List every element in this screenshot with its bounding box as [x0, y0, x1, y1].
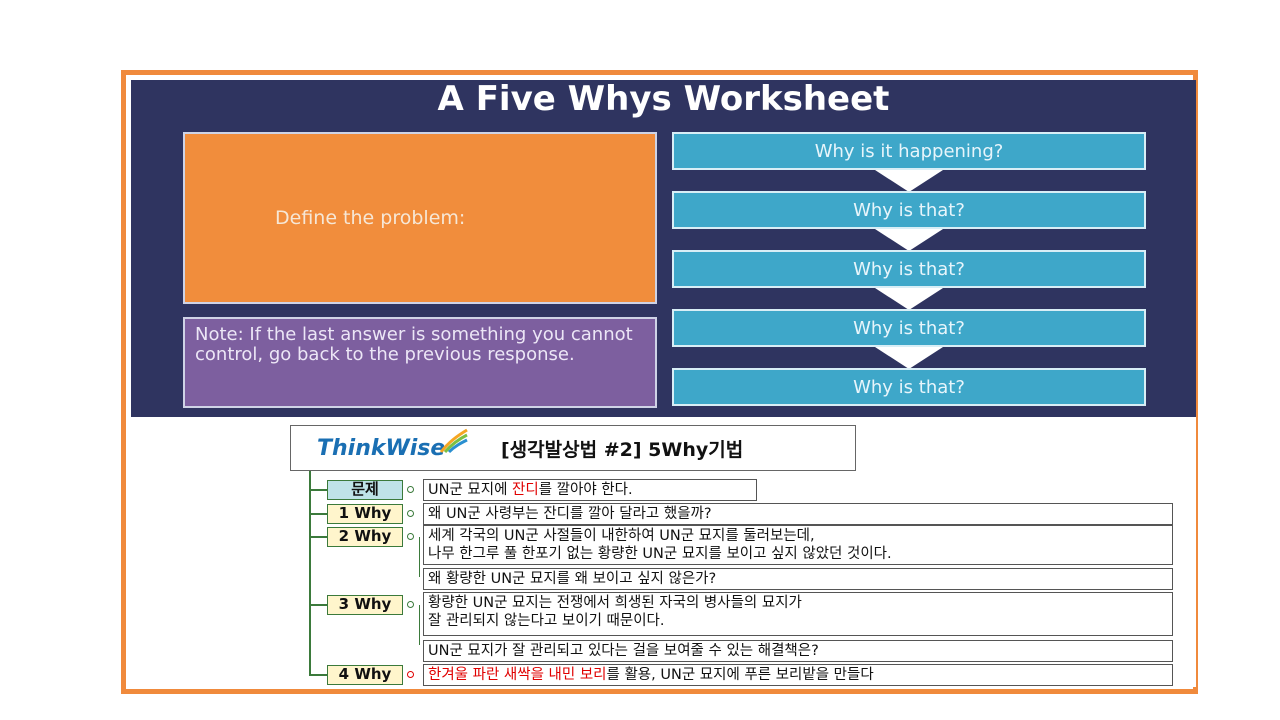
define-problem-box: Define the problem:: [183, 132, 657, 304]
down-arrow-icon: [875, 229, 943, 251]
why4-text-highlight: 한겨울 파란 새싹을 내민 보리: [428, 667, 607, 683]
why4-text: 를 활용, UN군 묘지에 푸른 보리밭을 만들다: [606, 667, 874, 683]
connector-dot: [407, 510, 414, 517]
why2-answer-node: 세계 각국의 UN군 사절들이 내한하여 UN군 묘지를 둘러보는데, 나무 한…: [423, 525, 1173, 565]
tree-branch: [309, 513, 327, 515]
define-problem-label: Define the problem:: [275, 207, 466, 229]
tree-sub-branch: [419, 605, 420, 645]
why-box-3: Why is that?: [672, 250, 1146, 288]
problem-text-highlight: 잔디: [512, 482, 539, 498]
five-whys-worksheet: A Five Whys Worksheet Define the problem…: [131, 80, 1196, 417]
why3-line-1: 황량한 UN군 묘지는 전쟁에서 희생된 자국의 병사들의 묘지가: [428, 595, 802, 611]
why1-node: 왜 UN군 사령부는 잔디를 깔아 달라고 했을까?: [423, 503, 1173, 525]
connector-dot: [407, 486, 414, 493]
why-box-5: Why is that?: [672, 368, 1146, 406]
mindmap-title: [생각발상법 #2] 5Why기법: [501, 439, 744, 461]
why3-question-node: UN군 묘지가 잘 관리되고 있다는 걸을 보여줄 수 있는 해결책은?: [423, 640, 1173, 662]
down-arrow-icon: [875, 170, 943, 192]
mindmap-header: ThinkWise [생각발상법 #2] 5Why기법: [290, 425, 856, 471]
tag-why-4: 4 Why: [327, 665, 403, 685]
tree-branch: [309, 604, 327, 606]
tree-branch: [309, 536, 327, 538]
tag-problem: 문제: [327, 480, 403, 500]
why3-answer-node: 황량한 UN군 묘지는 전쟁에서 희생된 자국의 병사들의 묘지가 잘 관리되지…: [423, 592, 1173, 636]
problem-text-b: 를 깔아야 한다.: [538, 482, 633, 498]
thinkwise-swoosh-icon: [439, 428, 468, 454]
connector-dot: [407, 601, 414, 608]
slide-frame: A Five Whys Worksheet Define the problem…: [121, 70, 1198, 694]
worksheet-title: A Five Whys Worksheet: [437, 79, 890, 119]
tree-branch: [309, 489, 327, 491]
connector-dot: [407, 671, 414, 678]
why-box-4: Why is that?: [672, 309, 1146, 347]
why2-question-node: 왜 황량한 UN군 묘지를 왜 보이고 싶지 않은가?: [423, 568, 1173, 590]
thinkwise-mindmap: ThinkWise [생각발상법 #2] 5Why기법 문제 1 Why 2 W…: [131, 417, 1196, 687]
why2-line-1: 세계 각국의 UN군 사절들이 내한하여 UN군 묘지를 둘러보는데,: [428, 528, 815, 544]
connector-dot: [407, 533, 414, 540]
why4-node: 한겨울 파란 새싹을 내민 보리를 활용, UN군 묘지에 푸른 보리밭을 만들…: [423, 664, 1173, 686]
problem-node: UN군 묘지에 잔디를 깔아야 한다.: [423, 479, 757, 501]
why-box-1: Why is it happening?: [672, 132, 1146, 170]
tag-why-3: 3 Why: [327, 595, 403, 615]
why-box-2: Why is that?: [672, 191, 1146, 229]
down-arrow-icon: [875, 288, 943, 310]
tree-trunk: [309, 471, 311, 675]
thinkwise-logo: ThinkWise: [317, 436, 446, 461]
tag-why-2: 2 Why: [327, 527, 403, 547]
note-box: Note: If the last answer is something yo…: [183, 317, 657, 408]
tag-why-1: 1 Why: [327, 504, 403, 524]
why3-line-2: 잘 관리되지 않는다고 보이기 때문이다.: [428, 613, 665, 629]
tree-branch: [309, 674, 327, 676]
problem-text-a: UN군 묘지에: [428, 482, 513, 498]
down-arrow-icon: [875, 347, 943, 369]
tree-sub-branch: [419, 537, 420, 577]
why2-line-2: 나무 한그루 풀 한포기 없는 황량한 UN군 묘지를 보이고 싶지 않았던 것…: [428, 546, 892, 562]
